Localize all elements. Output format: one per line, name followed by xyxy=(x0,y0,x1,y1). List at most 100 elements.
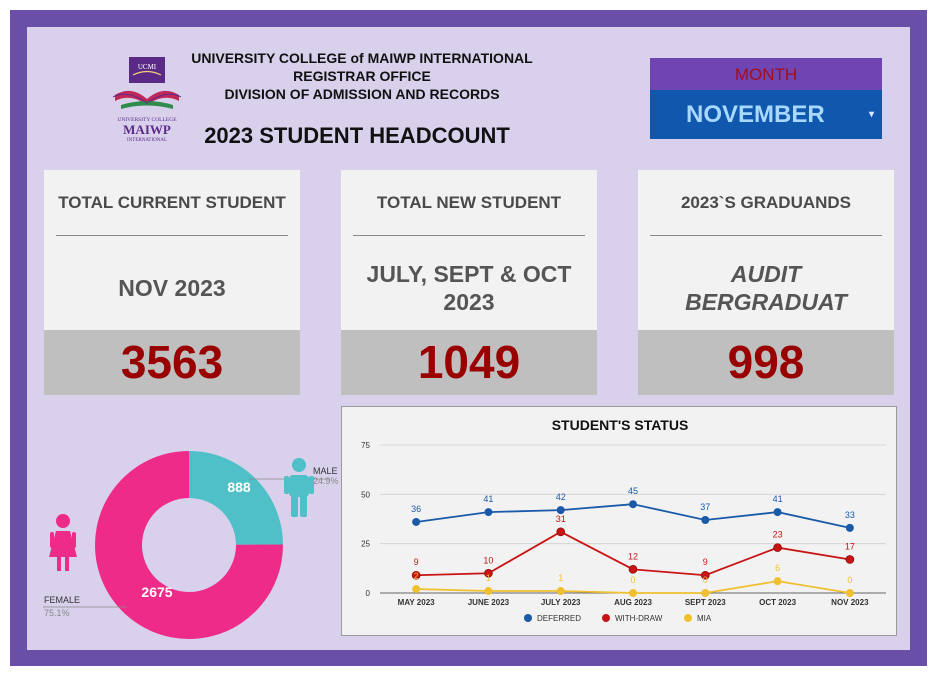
legend-marker xyxy=(524,614,532,622)
data-label: 33 xyxy=(845,510,855,520)
data-label: 1 xyxy=(486,573,491,583)
donut-label-male: MALE xyxy=(313,466,338,476)
y-tick-label: 25 xyxy=(361,540,370,549)
legend-marker xyxy=(602,614,610,622)
male-icon-body xyxy=(289,475,309,497)
legend-label: DEFERRED xyxy=(537,614,581,623)
female-icon-leg-left xyxy=(57,556,61,571)
card-subtitle: NOV 2023 xyxy=(118,275,226,301)
header-university-name: UNIVERSITY COLLEGE of MAIWP INTERNATIONA… xyxy=(191,50,533,66)
dashboard-canvas: UCMI UNIVERSITY COLLEGE MAIWP INTERNATIO… xyxy=(27,27,910,650)
data-label: 45 xyxy=(628,486,638,496)
header-division: DIVISION OF ADMISSION AND RECORDS xyxy=(224,86,500,102)
logo-top-text: UCMI xyxy=(138,63,157,71)
card-graduands: 2023`S GRADUANDS AUDIT BERGRADUAT 998 xyxy=(638,170,894,395)
data-label: 41 xyxy=(483,494,493,504)
data-point xyxy=(412,517,421,526)
data-label: 42 xyxy=(556,492,566,502)
x-tick-label: SEPT 2023 xyxy=(685,598,726,607)
male-person-icon xyxy=(284,458,314,517)
data-point xyxy=(700,570,710,580)
student-status-panel: STUDENT'S STATUS 0 25 50 75 MAY 2023 JUNE 202… xyxy=(341,406,897,636)
data-point xyxy=(556,506,565,515)
data-point xyxy=(701,589,710,597)
data-label: 41 xyxy=(773,494,783,504)
data-point xyxy=(845,555,855,564)
data-point xyxy=(412,585,421,594)
data-point xyxy=(773,543,782,552)
data-label: 2 xyxy=(414,571,419,581)
card-value: 1049 xyxy=(341,330,597,395)
dropdown-caret-icon[interactable]: ▾ xyxy=(868,109,874,120)
chart-title: STUDENT'S STATUS xyxy=(551,417,689,433)
female-person-icon xyxy=(49,514,77,571)
data-label: 23 xyxy=(773,530,783,540)
card-subtitle: AUDIT BERGRADUAT xyxy=(685,261,847,315)
y-tick-label: 50 xyxy=(361,490,370,499)
data-label: 31 xyxy=(556,514,566,524)
legend-label: MIA xyxy=(697,614,712,623)
student-status-line-chart: 0 25 50 75 MAY 2023 JUNE 2023 JULY 2023 AUG 202… xyxy=(361,441,886,623)
x-tick-label: NOV 2023 xyxy=(831,598,869,607)
female-icon-dress xyxy=(49,531,77,557)
donut-value-label: 888 xyxy=(227,479,251,495)
data-label: 6 xyxy=(775,563,780,573)
male-icon-head xyxy=(292,458,306,472)
x-tick-label: JULY 2023 xyxy=(541,598,581,607)
donut-pct-female: 75.1% xyxy=(44,608,70,618)
data-label: 12 xyxy=(628,551,638,561)
data-label: 36 xyxy=(411,504,421,514)
card-subtitle: JULY, SEPT & OCT 2023 xyxy=(366,261,572,315)
data-point xyxy=(556,527,566,537)
data-label: 37 xyxy=(700,502,710,512)
data-point xyxy=(556,587,565,596)
data-point xyxy=(484,508,493,517)
dashboard-frame: UCMI UNIVERSITY COLLEGE MAIWP INTERNATIO… xyxy=(10,10,927,666)
data-label: 9 xyxy=(703,557,708,567)
male-icon-arm-left xyxy=(284,476,289,494)
data-point xyxy=(845,523,854,532)
data-point xyxy=(773,577,782,586)
card-title: 2023`S GRADUANDS xyxy=(650,170,882,236)
data-point xyxy=(629,500,637,509)
legend-label: WITH-DRAW xyxy=(615,614,663,623)
male-icon-leg-right xyxy=(300,495,307,517)
data-point xyxy=(628,565,638,574)
logo-name-sub: INTERNATIONAL xyxy=(127,138,167,143)
header-registrar-office: REGISTRAR OFFICE xyxy=(293,68,431,84)
logo-name-big: MAIWP xyxy=(123,122,171,137)
female-icon-leg-right xyxy=(65,556,69,571)
month-filter[interactable]: MONTH NOVEMBER ▾ xyxy=(650,58,882,139)
female-icon-arm-right xyxy=(72,532,76,548)
card-value: 3563 xyxy=(44,330,300,395)
month-selected-value: NOVEMBER xyxy=(686,101,825,128)
data-label: 9 xyxy=(414,557,419,567)
male-icon-leg-left xyxy=(291,495,298,517)
logo-name-small: UNIVERSITY COLLEGE xyxy=(117,117,177,123)
month-filter-label: MONTH xyxy=(650,58,882,90)
ucmi-logo: UCMI UNIVERSITY COLLEGE MAIWP INTERNATIO… xyxy=(112,57,182,143)
data-point xyxy=(411,570,421,580)
female-icon-arm-left xyxy=(50,532,54,548)
card-value: 998 xyxy=(638,330,894,395)
x-tick-label: MAY 2023 xyxy=(398,598,435,607)
donut-value-label: 2675 xyxy=(141,584,172,600)
month-select[interactable]: NOVEMBER ▾ xyxy=(650,90,882,139)
card-total-current-student: TOTAL CURRENT STUDENT NOV 2023 3563 xyxy=(44,170,300,395)
x-tick-label: OCT 2023 xyxy=(759,598,796,607)
data-point xyxy=(629,589,637,597)
donut-slice-female xyxy=(94,451,284,639)
male-icon-arm-right xyxy=(309,476,314,494)
data-point xyxy=(484,587,493,596)
donut-slice-male xyxy=(189,451,283,545)
legend-marker xyxy=(684,614,692,622)
data-point xyxy=(484,568,493,578)
card-title: TOTAL NEW STUDENT xyxy=(353,170,585,236)
data-label: 0 xyxy=(703,575,708,585)
data-label: 0 xyxy=(630,575,635,585)
x-tick-label: AUG 2023 xyxy=(614,598,652,607)
data-point xyxy=(773,508,782,517)
page-title: 2023 STUDENT HEADCOUNT xyxy=(204,123,510,148)
data-label: 1 xyxy=(558,573,563,583)
